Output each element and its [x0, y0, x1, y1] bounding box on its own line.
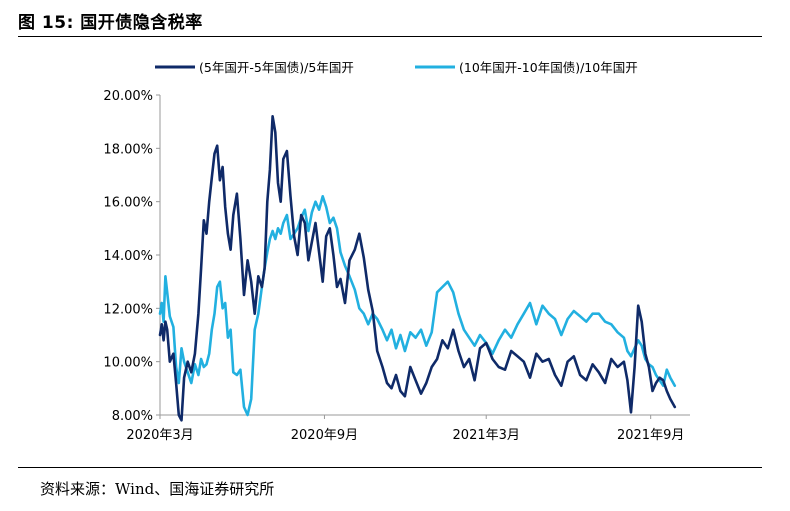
source-label: 资料来源： — [40, 480, 116, 498]
top-rule — [18, 36, 762, 37]
x-tick-label: 2020年9月 — [291, 428, 358, 443]
legend: (5年国开-5年国债)/5年国开 (10年国开-10年国债)/10年国开 — [155, 60, 638, 75]
y-tick-label: 10.00% — [103, 356, 153, 371]
source-note: 资料来源：Wind、国海证券研究所 — [40, 478, 274, 499]
axes: 8.00% 10.00% 12.00% 14.00% 16.00% 18.00% 20.00… — [103, 89, 690, 443]
chart: (5年国开-5年国债)/5年国开 (10年国开-10年国债)/10年国开 8.0… — [103, 60, 690, 443]
series-line-10y — [158, 195, 677, 417]
y-tick-label: 12.00% — [103, 302, 153, 317]
x-tick-label: 2021年3月 — [453, 428, 520, 443]
y-tick-label: 18.00% — [103, 142, 153, 157]
x-tick-label: 2020年3月 — [126, 428, 193, 443]
source-text: Wind、国海证券研究所 — [115, 480, 275, 498]
series-line-5y — [158, 115, 677, 422]
legend-label-10y: (10年国开-10年国债)/10年国开 — [459, 60, 638, 75]
figure-title: 图 15: 国开债隐含税率 — [18, 8, 203, 33]
bottom-rule — [18, 467, 762, 468]
series-layer — [158, 115, 677, 422]
legend-label-5y: (5年国开-5年国债)/5年国开 — [199, 60, 354, 75]
figure-title-text: 国开债隐含税率 — [80, 13, 203, 33]
y-tick-label: 8.00% — [112, 409, 153, 424]
y-tick-label: 20.00% — [103, 89, 153, 104]
y-tick-label: 14.00% — [103, 249, 153, 264]
x-tick-label: 2021年9月 — [617, 428, 684, 443]
y-tick-label: 16.00% — [103, 196, 153, 211]
figure-label: 图 15: — [18, 13, 74, 33]
